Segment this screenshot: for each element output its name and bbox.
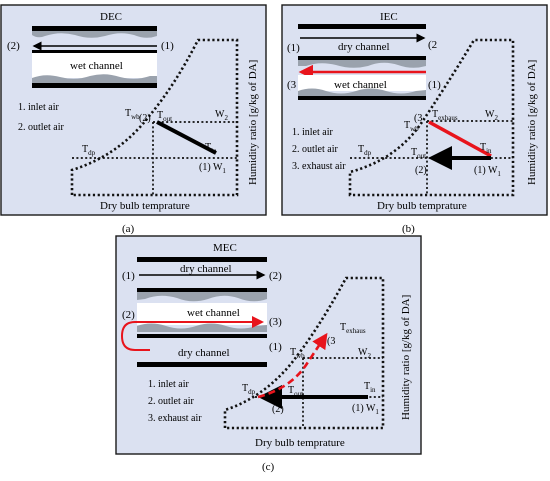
mec-label-texh: Texhaus: [340, 322, 366, 335]
iec-red-process-line: [428, 120, 492, 158]
mec-label-w1: (1) W1: [352, 403, 379, 416]
iec-port-wet-out: (1): [428, 79, 441, 91]
iec-label-w1: (1) W1: [474, 165, 501, 178]
dec-process-line: [156, 120, 217, 155]
mec-port-top-out: (2): [269, 270, 282, 282]
iec-ylabel: Humidity ratio [g/kg of DA]: [526, 60, 538, 185]
mec-port-bottom-out: (1): [269, 341, 282, 353]
mec-port-wet-in: (2): [122, 309, 135, 321]
mec-legend-3: 3. exhaust air: [148, 413, 202, 424]
dec-title: DEC: [100, 11, 122, 23]
iec-legend-2: 2. outlet air: [292, 144, 338, 155]
mec-label-tout: Tout: [288, 385, 303, 398]
mec-label-p2: (2): [272, 404, 284, 415]
dec-label-w1: (1) W1: [199, 162, 226, 175]
mec-bottom-plate: [137, 362, 267, 367]
dec-legend-2: 2. outlet air: [18, 122, 64, 133]
mec-top-plate: [137, 257, 267, 262]
dec-label-w2: W2: [215, 109, 228, 122]
mec-water-film-bottom: [137, 323, 267, 332]
mec-mid-plate-1: [137, 288, 267, 292]
caption-a: (a): [122, 223, 135, 235]
mec-bottom-dry-label: dry channel: [178, 347, 230, 359]
mec-wet-channel-label: wet channel: [187, 307, 240, 319]
dec-top-plate: [32, 26, 157, 31]
iec-legend-3: 3. exhaust air: [292, 161, 346, 172]
caption-c: (c): [262, 461, 275, 473]
mec-legend-1: 1. inlet air: [148, 379, 189, 390]
dec-wet-channel-label: wet channel: [70, 60, 123, 72]
iec-saturation-envelope: [348, 38, 515, 197]
panel-iec-background: [281, 4, 548, 216]
iec-label-p2: (2): [415, 165, 427, 176]
mec-title: MEC: [213, 242, 237, 254]
iec-xlabel: Dry bulb temprature: [377, 200, 467, 212]
iec-title: IEC: [380, 11, 398, 23]
mec-label-twb: Twb: [290, 347, 305, 360]
mec-port-wet-out: (3): [269, 316, 282, 328]
dec-label-p2: (2): [139, 113, 151, 124]
iec-label-tout: Tout: [411, 147, 426, 160]
dec-ylabel: Humidity ratio [g/kg of DA]: [247, 60, 259, 185]
mec-saturation-envelope: [223, 276, 385, 430]
iec-mid-plate: [298, 56, 426, 60]
mec-water-film-top: [137, 292, 267, 302]
dec-label-tin: Tin: [205, 142, 217, 155]
iec-legend-1: 1. inlet air: [292, 127, 333, 138]
iec-port-dry-in: (1): [287, 42, 300, 54]
iec-label-texh: Texhaus: [432, 109, 458, 122]
dec-mid-plate: [32, 50, 157, 53]
dec-legend-1: 1. inlet air: [18, 102, 59, 113]
panel-mec: MEC dry channel (1) (2) wet channel dry …: [115, 235, 422, 455]
iec-port-wet-in: (3: [287, 79, 297, 91]
dec-water-film-top: [32, 31, 157, 38]
dec-label-tdp: Tdp: [82, 144, 96, 157]
panel-iec: IEC dry channel (1) (2 wet channel (3 (1…: [281, 4, 548, 216]
iec-label-tdp: Tdp: [358, 144, 372, 157]
mec-top-dry-label: dry channel: [180, 263, 232, 275]
mec-xlabel: Dry bulb temprature: [255, 437, 345, 449]
iec-wet-channel-label: wet channel: [334, 79, 387, 91]
iec-label-twb: Twb: [404, 120, 419, 133]
dec-port-out: (2): [7, 40, 20, 52]
dec-wet-channel-area: [32, 53, 157, 78]
iec-label-w2: W2: [485, 109, 498, 122]
iec-port-dry-out: (2: [428, 39, 437, 51]
panel-dec-background: [0, 4, 267, 216]
dec-saturation-envelope: [70, 38, 239, 197]
iec-water-film-top: [298, 60, 426, 68]
dec-xlabel: Dry bulb temprature: [100, 200, 190, 212]
iec-top-plate: [298, 24, 426, 29]
iec-water-film-bottom: [298, 88, 426, 96]
mec-label-w2: W2: [358, 347, 371, 360]
iec-bottom-plate: [298, 96, 426, 100]
dec-port-in: (1): [161, 40, 174, 52]
mec-red-loop-arrow: [120, 316, 264, 351]
iec-label-p3: (3: [414, 113, 422, 124]
dec-label-twb: Twb: [125, 108, 140, 121]
caption-b: (b): [402, 223, 415, 235]
mec-label-p3: (3: [327, 336, 335, 347]
dec-bottom-plate: [32, 83, 157, 88]
mec-ylabel: Humidity ratio [g/kg of DA]: [400, 295, 412, 420]
mec-label-tin: Tin: [364, 381, 376, 394]
dec-label-tout: Tout: [157, 110, 172, 123]
mec-legend-2: 2. outlet air: [148, 396, 194, 407]
dec-water-film-bottom: [32, 74, 157, 83]
iec-label-tin: Tin: [480, 142, 492, 155]
mec-label-tdp: Tdp: [242, 383, 256, 396]
panel-mec-background: [115, 235, 422, 455]
iec-wet-channel-area: [298, 75, 426, 91]
iec-dry-channel-label: dry channel: [338, 41, 390, 53]
mec-wet-channel-area: [137, 303, 267, 325]
mec-port-top-in: (1): [122, 270, 135, 282]
mec-mid-plate-2: [137, 334, 267, 338]
panel-dec: DEC (1) (2) wet channel 1. inlet air 2. …: [0, 4, 267, 216]
